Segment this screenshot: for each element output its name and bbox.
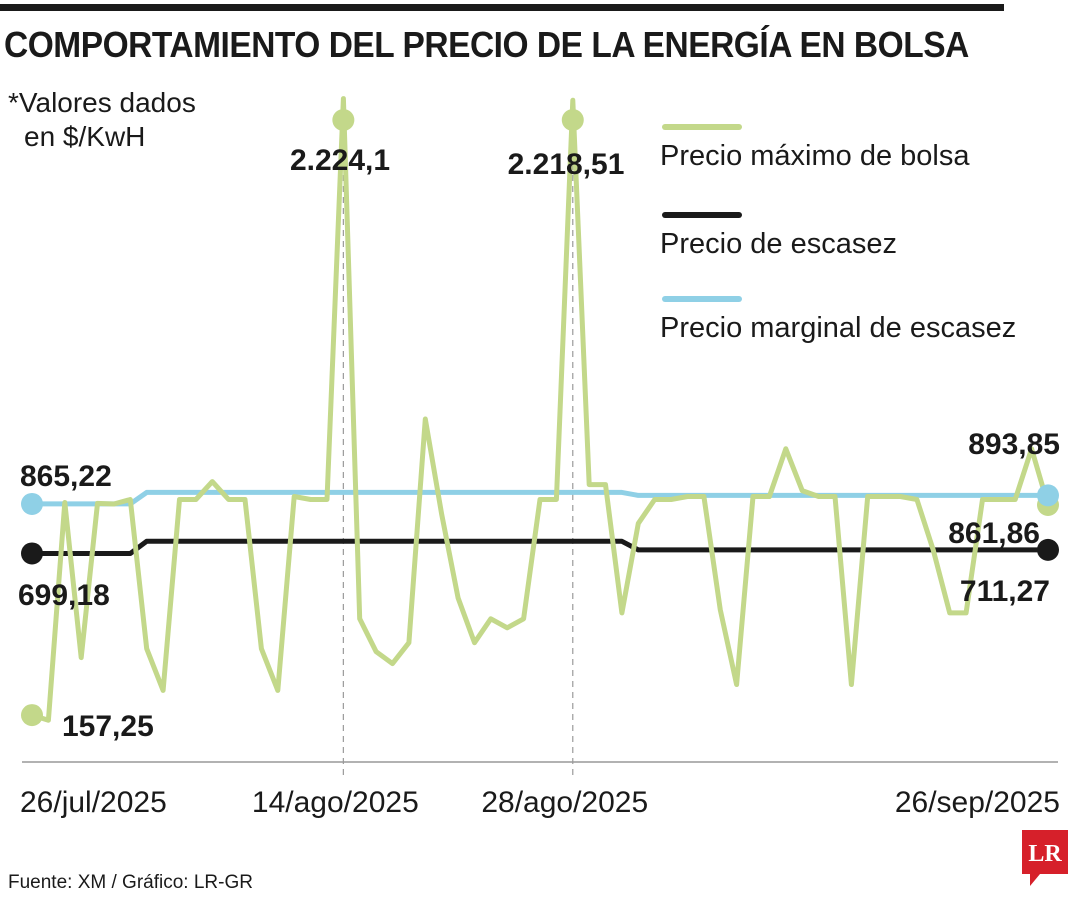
data-label: 157,25 <box>62 710 154 743</box>
data-point-dot <box>21 542 43 565</box>
guide-lines <box>342 120 574 776</box>
endpoint-dots <box>21 109 1059 727</box>
x-tick-label: 14/ago/2025 <box>252 786 419 819</box>
legend-swatch-marginal <box>662 296 742 302</box>
data-point-dot <box>1037 484 1059 507</box>
legend-swatch-escasez <box>662 212 742 218</box>
legend-item-max: Precio máximo de bolsa <box>660 124 1080 208</box>
legend-item-marginal: Precio marginal de escasez <box>660 296 1080 380</box>
lr-logo: LR <box>1022 830 1068 886</box>
x-tick-label: 26/sep/2025 <box>895 786 1060 819</box>
unit-note-line1: *Valores dados <box>8 87 196 118</box>
legend-label-escasez: Precio de escasez <box>660 228 897 260</box>
unit-note-line2: en $/KwH <box>24 121 146 152</box>
legend-item-escasez: Precio de escasez <box>660 212 1080 296</box>
data-point-dot <box>332 109 355 131</box>
legend-label-marginal: Precio marginal de escasez <box>660 312 1017 344</box>
series-line-escasez <box>29 538 1051 556</box>
top-rule <box>0 4 1004 11</box>
legend-swatch-max <box>662 124 742 130</box>
data-point-dot <box>561 109 584 131</box>
data-label: 699,18 <box>18 579 110 612</box>
data-label: 865,22 <box>20 460 112 493</box>
data-point-dot <box>21 704 43 727</box>
logo-text: LR <box>1028 841 1062 867</box>
series-line-max <box>29 96 1051 723</box>
series-lines <box>29 96 1051 723</box>
chart-title: COMPORTAMIENTO DEL PRECIO DE LA ENERGÍA … <box>4 24 969 65</box>
data-label: 861,86 <box>948 517 1040 550</box>
x-tick-label: 28/ago/2025 <box>481 786 648 819</box>
source-credit: Fuente: XM / Gráfico: LR-GR <box>8 872 253 893</box>
x-tick-label: 26/jul/2025 <box>20 786 167 819</box>
x-axis: 26/jul/2025 14/ago/2025 28/ago/2025 26/sep/… <box>20 761 1060 819</box>
unit-note: *Valores dados en $/KwH <box>8 86 196 154</box>
data-label: 2.224,1 <box>290 144 390 177</box>
data-point-dot <box>21 492 43 515</box>
data-label: 893,85 <box>968 428 1060 461</box>
data-label: 711,27 <box>960 575 1050 608</box>
data-point-dot <box>1037 538 1059 561</box>
data-label: 2.218,51 <box>508 148 625 181</box>
legend-label-max: Precio máximo de bolsa <box>660 140 970 172</box>
data-labels: 2.224,1 2.218,51 157,25 861,86 865,22 893,85 6… <box>18 144 1060 743</box>
